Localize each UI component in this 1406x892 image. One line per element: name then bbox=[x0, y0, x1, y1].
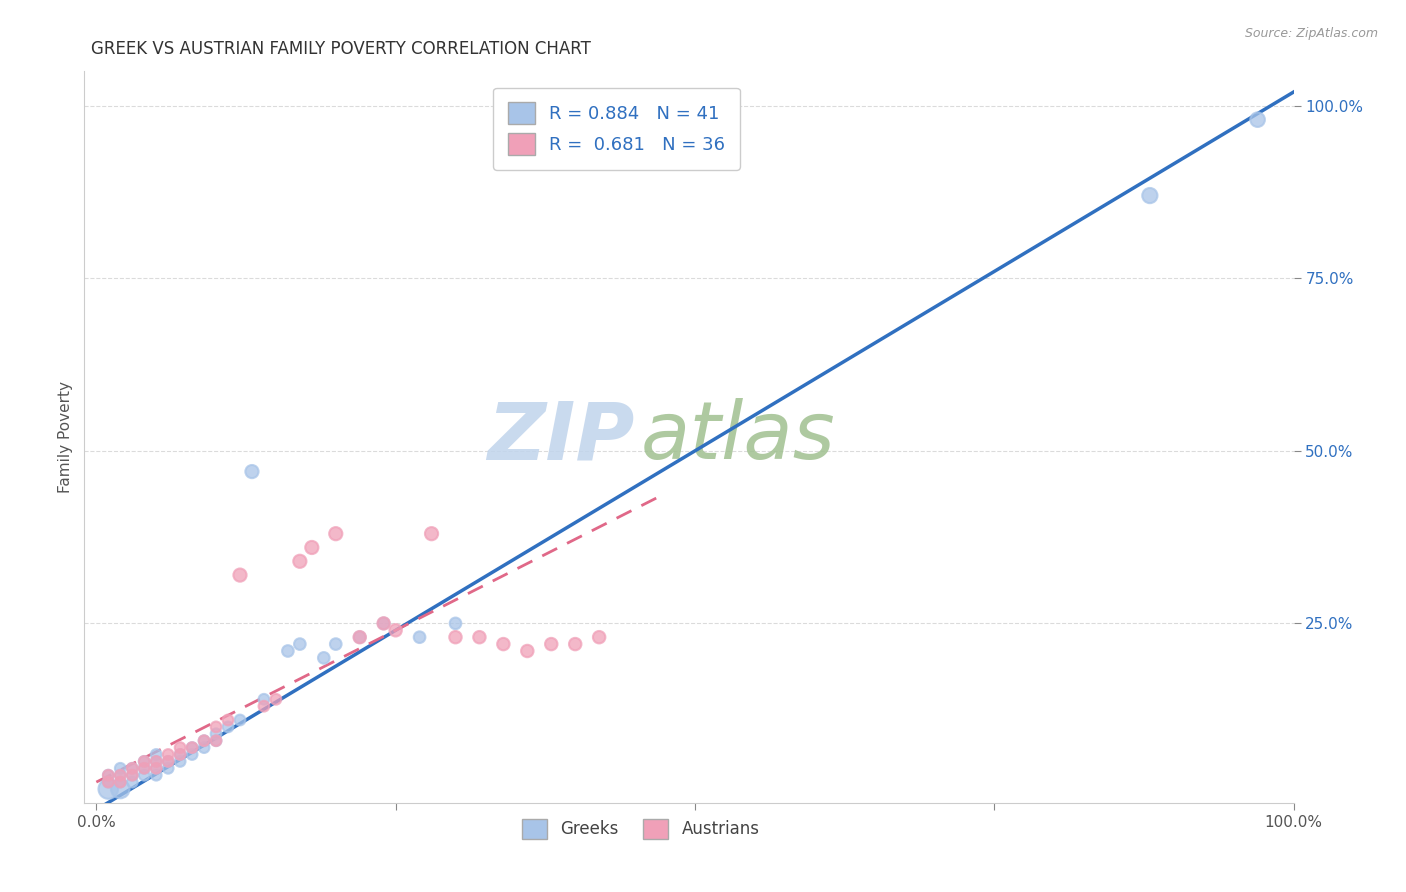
Point bbox=[145, 761, 167, 775]
Point bbox=[253, 692, 276, 706]
Point bbox=[121, 768, 143, 782]
Point bbox=[134, 755, 156, 769]
Point bbox=[193, 733, 215, 747]
Point bbox=[373, 616, 395, 631]
Point bbox=[312, 651, 335, 665]
Point bbox=[134, 761, 156, 775]
Point bbox=[97, 768, 120, 782]
Point bbox=[181, 740, 204, 755]
Point bbox=[373, 616, 395, 631]
Point bbox=[110, 761, 132, 775]
Point bbox=[157, 755, 180, 769]
Point bbox=[110, 768, 132, 782]
Legend: Greeks, Austrians: Greeks, Austrians bbox=[515, 812, 766, 846]
Point bbox=[134, 761, 156, 775]
Point bbox=[121, 768, 143, 782]
Point bbox=[468, 630, 491, 644]
Point bbox=[229, 713, 252, 727]
Point bbox=[97, 775, 120, 789]
Point bbox=[240, 465, 263, 479]
Point bbox=[540, 637, 562, 651]
Point bbox=[325, 526, 347, 541]
Point bbox=[169, 747, 191, 762]
Point bbox=[288, 554, 311, 568]
Point bbox=[193, 733, 215, 747]
Point bbox=[145, 755, 167, 769]
Point bbox=[205, 733, 228, 747]
Point bbox=[1139, 188, 1161, 202]
Point bbox=[264, 692, 287, 706]
Point bbox=[205, 727, 228, 741]
Point bbox=[157, 755, 180, 769]
Point bbox=[145, 768, 167, 782]
Point bbox=[134, 755, 156, 769]
Point bbox=[349, 630, 371, 644]
Point bbox=[97, 782, 120, 797]
Point bbox=[181, 747, 204, 762]
Point bbox=[169, 747, 191, 762]
Point bbox=[181, 740, 204, 755]
Point bbox=[205, 733, 228, 747]
Point bbox=[588, 630, 610, 644]
Point bbox=[169, 740, 191, 755]
Point bbox=[301, 541, 323, 555]
Point bbox=[134, 768, 156, 782]
Point bbox=[205, 720, 228, 734]
Point bbox=[444, 630, 467, 644]
Point bbox=[325, 637, 347, 651]
Text: GREEK VS AUSTRIAN FAMILY POVERTY CORRELATION CHART: GREEK VS AUSTRIAN FAMILY POVERTY CORRELA… bbox=[91, 40, 592, 58]
Point bbox=[277, 644, 299, 658]
Text: atlas: atlas bbox=[641, 398, 835, 476]
Point bbox=[110, 775, 132, 789]
Text: Source: ZipAtlas.com: Source: ZipAtlas.com bbox=[1244, 27, 1378, 40]
Point bbox=[229, 568, 252, 582]
Y-axis label: Family Poverty: Family Poverty bbox=[58, 381, 73, 493]
Point bbox=[169, 755, 191, 769]
Point bbox=[408, 630, 430, 644]
Point bbox=[253, 699, 276, 714]
Point bbox=[110, 768, 132, 782]
Point bbox=[349, 630, 371, 644]
Point bbox=[564, 637, 586, 651]
Point bbox=[121, 761, 143, 775]
Point bbox=[157, 747, 180, 762]
Point bbox=[420, 526, 443, 541]
Point bbox=[145, 747, 167, 762]
Point bbox=[492, 637, 515, 651]
Point bbox=[217, 720, 239, 734]
Point bbox=[193, 740, 215, 755]
Point bbox=[121, 775, 143, 789]
Point bbox=[217, 713, 239, 727]
Point bbox=[288, 637, 311, 651]
Point bbox=[97, 775, 120, 789]
Point bbox=[444, 616, 467, 631]
Point bbox=[157, 761, 180, 775]
Text: ZIP: ZIP bbox=[486, 398, 634, 476]
Point bbox=[110, 775, 132, 789]
Point bbox=[384, 624, 406, 638]
Point bbox=[145, 755, 167, 769]
Point bbox=[516, 644, 538, 658]
Point bbox=[97, 768, 120, 782]
Point bbox=[145, 761, 167, 775]
Point bbox=[1246, 112, 1268, 127]
Point bbox=[121, 761, 143, 775]
Point bbox=[110, 782, 132, 797]
